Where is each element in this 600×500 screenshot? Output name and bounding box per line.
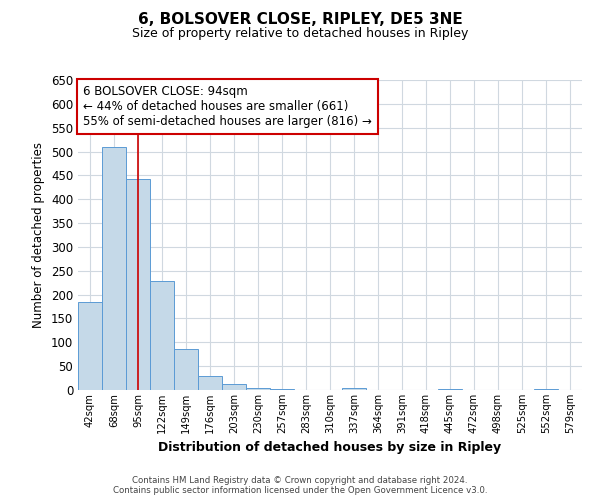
Text: Contains HM Land Registry data © Crown copyright and database right 2024.
Contai: Contains HM Land Registry data © Crown c… (113, 476, 487, 495)
Text: 6, BOLSOVER CLOSE, RIPLEY, DE5 3NE: 6, BOLSOVER CLOSE, RIPLEY, DE5 3NE (137, 12, 463, 28)
Bar (174, 350, 198, 390)
Bar (270, 389, 294, 390)
Bar (438, 389, 462, 390)
Text: Size of property relative to detached houses in Ripley: Size of property relative to detached ho… (132, 28, 468, 40)
Y-axis label: Number of detached properties: Number of detached properties (32, 142, 46, 328)
Bar (102, 147, 126, 390)
Text: 6 BOLSOVER CLOSE: 94sqm
← 44% of detached houses are smaller (661)
55% of semi-d: 6 BOLSOVER CLOSE: 94sqm ← 44% of detache… (83, 84, 372, 128)
Bar (342, 388, 366, 390)
Bar (150, 282, 174, 390)
Bar (222, 384, 246, 390)
Bar (198, 376, 222, 390)
X-axis label: Distribution of detached houses by size in Ripley: Distribution of detached houses by size … (158, 442, 502, 454)
Bar (126, 178, 150, 390)
Bar (78, 302, 102, 390)
Bar (534, 389, 558, 390)
Bar (246, 388, 270, 390)
